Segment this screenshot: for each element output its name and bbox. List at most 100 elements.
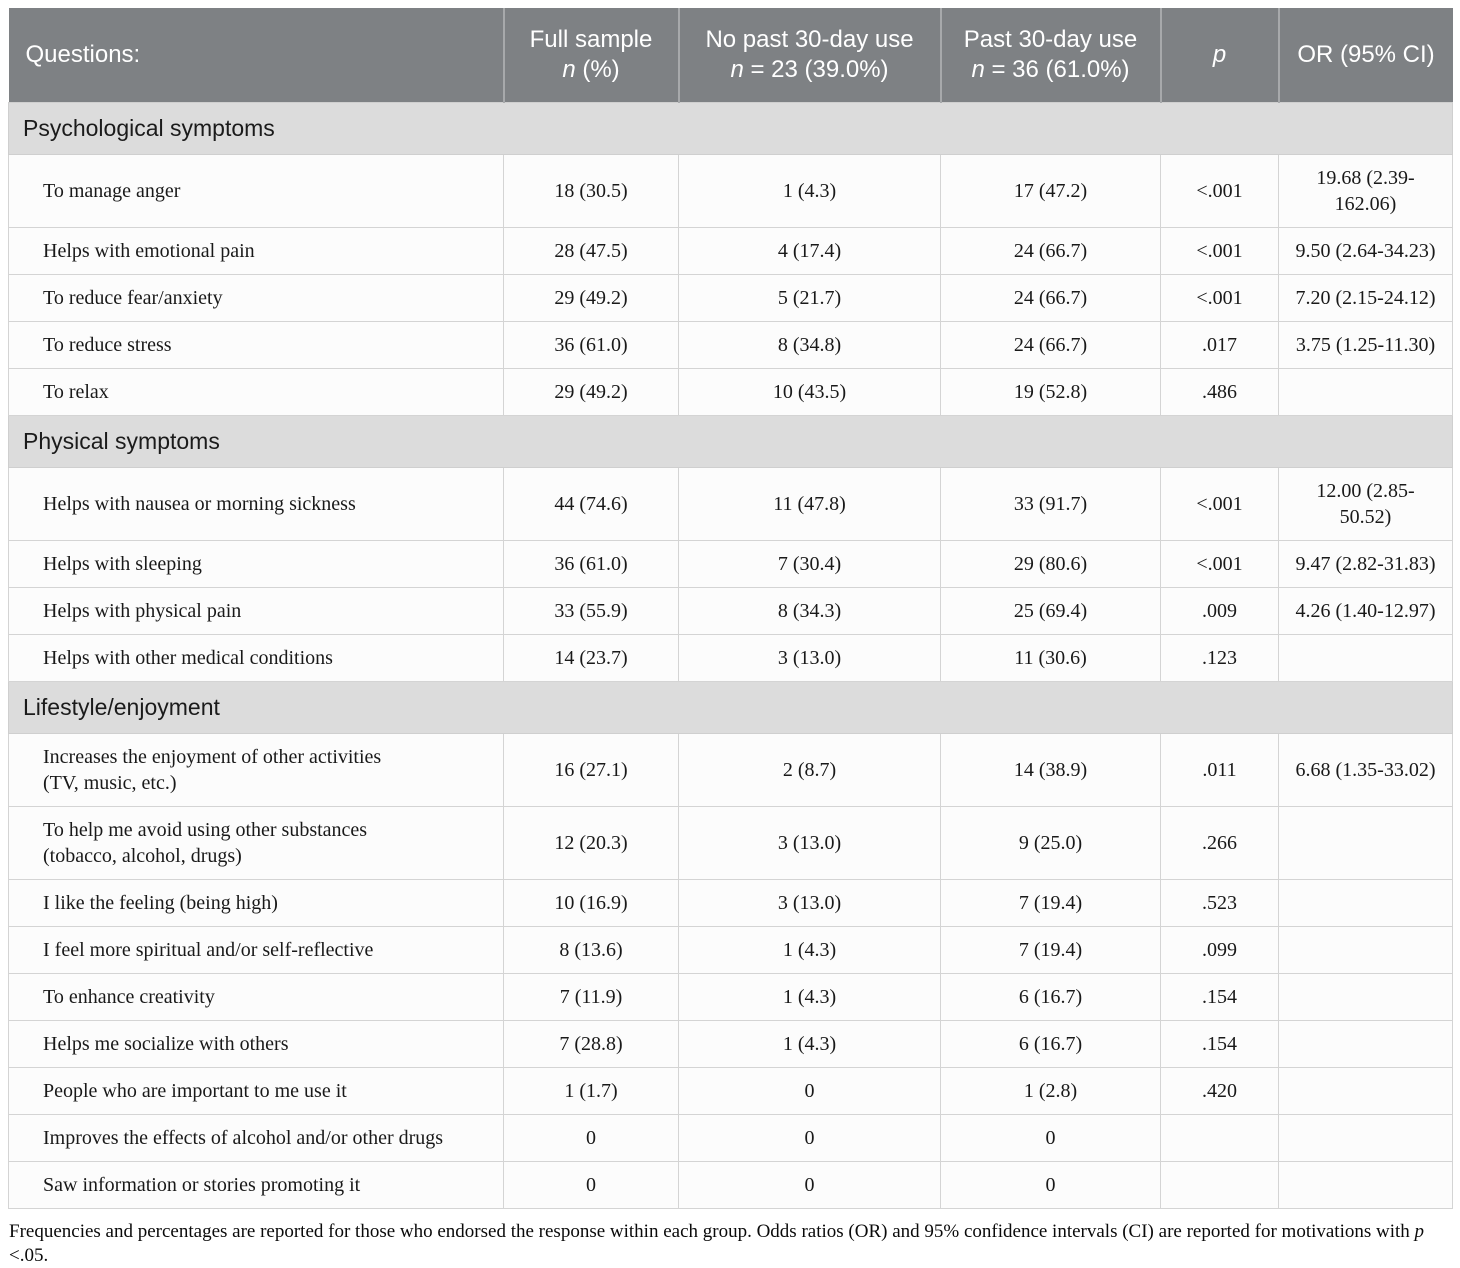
no-past-use-cell: 1 (4.3) bbox=[678, 1020, 941, 1068]
full-sample-cell: 33 (55.9) bbox=[503, 587, 679, 635]
column-header-full-sample: Full sample n (%) bbox=[502, 8, 679, 103]
past-use-cell: 7 (19.4) bbox=[940, 879, 1161, 927]
odds-ratio-cell bbox=[1278, 879, 1453, 927]
column-header-past-use: Past 30-day use n = 36 (61.0%) bbox=[939, 8, 1161, 103]
question-cell: I feel more spiritual and/or self-reflec… bbox=[8, 926, 504, 974]
table-row: Helps with nausea or morning sickness 44 … bbox=[8, 467, 1453, 541]
odds-ratio-cell: 3.75 (1.25-11.30) bbox=[1278, 321, 1453, 369]
odds-ratio-cell bbox=[1278, 973, 1453, 1021]
column-header-past-use-line1: Past 30-day use bbox=[963, 26, 1138, 53]
full-sample-cell: 10 (16.9) bbox=[503, 879, 679, 927]
section-title: Lifestyle/enjoyment bbox=[8, 681, 1453, 734]
odds-ratio-cell: 7.20 (2.15-24.12) bbox=[1278, 274, 1453, 322]
no-past-use-cell: 7 (30.4) bbox=[678, 540, 941, 588]
past-use-cell: 24 (66.7) bbox=[940, 321, 1161, 369]
full-sample-cell: 0 bbox=[503, 1161, 679, 1209]
full-sample-cell: 36 (61.0) bbox=[503, 540, 679, 588]
odds-ratio-cell bbox=[1278, 1020, 1453, 1068]
footnote-text: Frequencies and percentages are reported… bbox=[9, 1221, 1415, 1242]
column-header-odds-ratio-label: OR (95% CI) bbox=[1297, 41, 1435, 68]
past-use-cell: 11 (30.6) bbox=[940, 634, 1161, 682]
full-sample-cell: 7 (11.9) bbox=[503, 973, 679, 1021]
full-sample-cell: 12 (20.3) bbox=[503, 806, 679, 880]
table-row: To help me avoid using other substances … bbox=[8, 806, 1453, 880]
full-sample-cell: 16 (27.1) bbox=[503, 733, 679, 807]
question-cell: To reduce fear/anxiety bbox=[8, 274, 504, 322]
column-header-full-sample-line1: Full sample bbox=[529, 26, 653, 53]
question-cell: I like the feeling (being high) bbox=[8, 879, 504, 927]
table-row: To enhance creativity 7 (11.9) 1 (4.3) 6 (1… bbox=[8, 973, 1453, 1021]
p-value-cell: <.001 bbox=[1160, 540, 1279, 588]
full-sample-cell: 29 (49.2) bbox=[503, 368, 679, 416]
full-sample-cell: 36 (61.0) bbox=[503, 321, 679, 369]
question-cell: Helps with nausea or morning sickness bbox=[8, 467, 504, 541]
table-row: To manage anger 18 (30.5) 1 (4.3) 17 (47.2)… bbox=[8, 154, 1453, 228]
odds-ratio-cell: 12.00 (2.85- 50.52) bbox=[1278, 467, 1453, 541]
past-use-cell: 6 (16.7) bbox=[940, 1020, 1161, 1068]
no-past-use-cell: 2 (8.7) bbox=[678, 733, 941, 807]
no-past-use-cell: 8 (34.3) bbox=[678, 587, 941, 635]
column-header-full-sample-rest: (%) bbox=[575, 56, 620, 83]
table-row: To relax 29 (49.2) 10 (43.5) 19 (52.8) .486 bbox=[8, 368, 1453, 416]
past-use-cell: 33 (91.7) bbox=[940, 467, 1161, 541]
section-title: Physical symptoms bbox=[8, 415, 1453, 468]
column-header-odds-ratio: OR (95% CI) bbox=[1277, 8, 1453, 103]
table-footnote: Frequencies and percentages are reported… bbox=[8, 1209, 1452, 1268]
p-value-cell: .420 bbox=[1160, 1067, 1279, 1115]
question-cell: Helps with sleeping bbox=[8, 540, 504, 588]
table-row: I feel more spiritual and/or self-reflec… bbox=[8, 926, 1453, 974]
full-sample-cell: 1 (1.7) bbox=[503, 1067, 679, 1115]
full-sample-cell: 0 bbox=[503, 1114, 679, 1162]
odds-ratio-cell: 19.68 (2.39- 162.06) bbox=[1278, 154, 1453, 228]
past-use-cell: 0 bbox=[940, 1114, 1161, 1162]
section-row: Physical symptoms bbox=[8, 415, 1453, 468]
odds-ratio-cell bbox=[1278, 1161, 1453, 1209]
odds-ratio-cell bbox=[1278, 926, 1453, 974]
column-header-no-past-use-rest: = 23 (39.0%) bbox=[743, 56, 889, 83]
column-header-p-value: p bbox=[1159, 8, 1279, 103]
table-row: Helps me socialize with others 7 (28.8) 1 … bbox=[8, 1020, 1453, 1068]
column-header-past-use-n: n bbox=[971, 56, 985, 83]
full-sample-cell: 18 (30.5) bbox=[503, 154, 679, 228]
table-row: Saw information or stories promoting it 0… bbox=[8, 1161, 1453, 1209]
section-title: Psychological symptoms bbox=[8, 102, 1453, 155]
no-past-use-cell: 3 (13.0) bbox=[678, 634, 941, 682]
column-header-past-use-rest: = 36 (61.0%) bbox=[984, 56, 1130, 83]
p-value-cell: .523 bbox=[1160, 879, 1279, 927]
p-value-cell: <.001 bbox=[1160, 154, 1279, 228]
table-row: Helps with other medical conditions 14 (2… bbox=[8, 634, 1453, 682]
full-sample-cell: 8 (13.6) bbox=[503, 926, 679, 974]
footnote-p-italic: p bbox=[1414, 1221, 1425, 1242]
question-cell: To reduce stress bbox=[8, 321, 504, 369]
p-value-cell: .009 bbox=[1160, 587, 1279, 635]
table-row: Increases the enjoyment of other activit… bbox=[8, 733, 1453, 807]
column-header-no-past-use-line1: No past 30-day use bbox=[705, 26, 914, 53]
question-cell: To enhance creativity bbox=[8, 973, 504, 1021]
p-value-cell: <.001 bbox=[1160, 227, 1279, 275]
no-past-use-cell: 1 (4.3) bbox=[678, 154, 941, 228]
p-value-cell: .011 bbox=[1160, 733, 1279, 807]
odds-ratio-cell bbox=[1278, 1114, 1453, 1162]
question-cell: Helps with physical pain bbox=[8, 587, 504, 635]
question-cell: Increases the enjoyment of other activit… bbox=[8, 733, 504, 807]
past-use-cell: 0 bbox=[940, 1161, 1161, 1209]
table-row: People who are important to me use it 1 (… bbox=[8, 1067, 1453, 1115]
past-use-cell: 6 (16.7) bbox=[940, 973, 1161, 1021]
full-sample-cell: 7 (28.8) bbox=[503, 1020, 679, 1068]
footnote-text-end: <.05. bbox=[9, 1245, 49, 1266]
odds-ratio-cell: 6.68 (1.35-33.02) bbox=[1278, 733, 1453, 807]
column-header-p-label: p bbox=[1212, 41, 1227, 68]
odds-ratio-cell bbox=[1278, 634, 1453, 682]
past-use-cell: 1 (2.8) bbox=[940, 1067, 1161, 1115]
past-use-cell: 9 (25.0) bbox=[940, 806, 1161, 880]
p-value-cell bbox=[1160, 1114, 1279, 1162]
p-value-cell: .017 bbox=[1160, 321, 1279, 369]
table-row: To reduce fear/anxiety 29 (49.2) 5 (21.7) 2… bbox=[8, 274, 1453, 322]
no-past-use-cell: 4 (17.4) bbox=[678, 227, 941, 275]
question-cell: Saw information or stories promoting it bbox=[8, 1161, 504, 1209]
no-past-use-cell: 3 (13.0) bbox=[678, 879, 941, 927]
past-use-cell: 7 (19.4) bbox=[940, 926, 1161, 974]
column-header-no-past-use: No past 30-day use n = 23 (39.0%) bbox=[677, 8, 941, 103]
full-sample-cell: 14 (23.7) bbox=[503, 634, 679, 682]
